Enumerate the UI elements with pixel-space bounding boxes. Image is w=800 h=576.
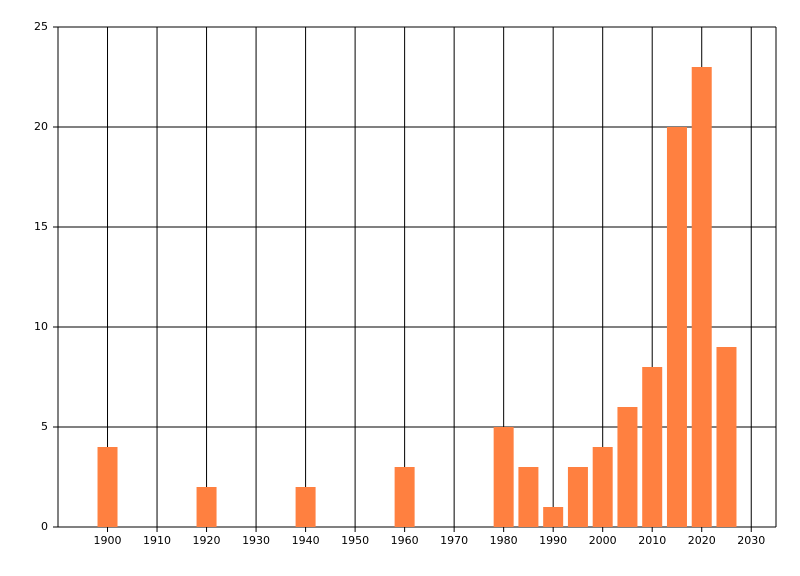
- x-tick-label: 1940: [292, 534, 320, 547]
- bar: [394, 467, 415, 527]
- x-tick-label: 2000: [589, 534, 617, 547]
- bar: [567, 467, 588, 527]
- bar: [592, 447, 613, 527]
- bar: [617, 407, 638, 527]
- x-tick-label: 1970: [440, 534, 468, 547]
- bar: [666, 127, 687, 527]
- x-tick-label: 1990: [539, 534, 567, 547]
- bar: [691, 67, 712, 527]
- bar: [295, 487, 316, 527]
- y-tick-label: 10: [34, 320, 48, 333]
- bar: [716, 347, 737, 527]
- y-tick-label: 0: [41, 520, 48, 533]
- bar: [518, 467, 539, 527]
- x-tick-label: 1950: [341, 534, 369, 547]
- bar: [196, 487, 217, 527]
- x-tick-label: 1900: [94, 534, 122, 547]
- x-tick-label: 1930: [242, 534, 270, 547]
- x-tick-label: 2020: [688, 534, 716, 547]
- y-tick-label: 15: [34, 220, 48, 233]
- x-tick-label: 1910: [143, 534, 171, 547]
- x-tick-label: 1920: [193, 534, 221, 547]
- bar: [642, 367, 663, 527]
- y-tick-label: 20: [34, 120, 48, 133]
- y-tick-label: 25: [34, 20, 48, 33]
- x-tick-label: 2010: [638, 534, 666, 547]
- y-tick-label: 5: [41, 420, 48, 433]
- bar: [97, 447, 118, 527]
- x-tick-label: 2030: [737, 534, 765, 547]
- x-tick-label: 1980: [490, 534, 518, 547]
- bar: [543, 507, 564, 527]
- bar: [493, 427, 514, 527]
- x-tick-label: 1960: [391, 534, 419, 547]
